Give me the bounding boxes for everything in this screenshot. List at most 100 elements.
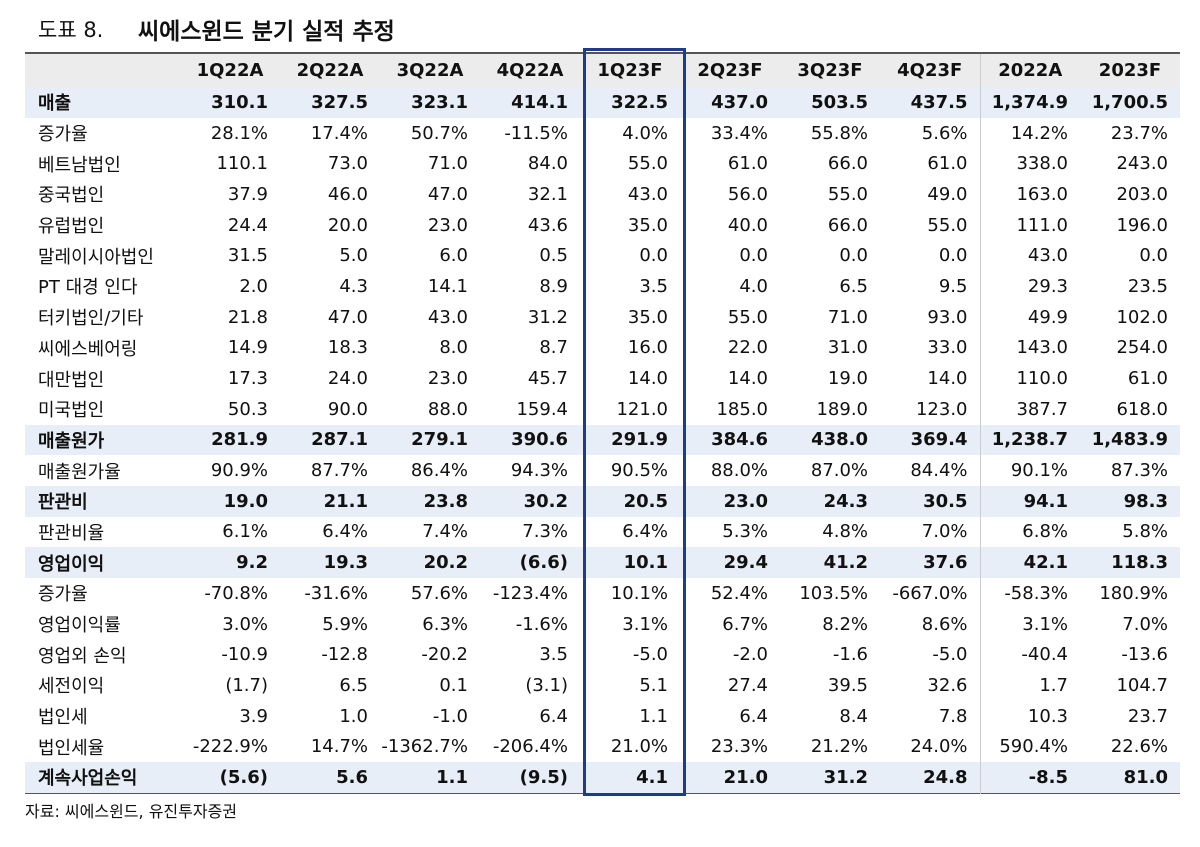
cell: 17.3 bbox=[227, 368, 268, 390]
table-row: 매출원가율 90.9% 87.7% 86.4% 94.3% 90.5% 88.0% 87.0%… bbox=[25, 455, 1180, 486]
cell: -5.0 bbox=[932, 644, 968, 666]
cell: 29.4 bbox=[680, 547, 780, 578]
cell: 14.2% bbox=[979, 117, 1080, 149]
cell: 35.0 bbox=[627, 214, 668, 236]
row-label: 법인세율 bbox=[38, 737, 105, 759]
cell: 1.7 bbox=[979, 670, 1080, 701]
cell: 4.8% bbox=[822, 521, 868, 543]
cell: -40.4 bbox=[979, 639, 1080, 671]
cell: 8.2% bbox=[822, 613, 868, 635]
cell: 93.0 bbox=[927, 306, 968, 328]
cell: 123.0 bbox=[915, 398, 968, 420]
row-label: 대만법인 bbox=[38, 369, 105, 391]
cell: 7.8 bbox=[938, 705, 968, 727]
cell: 49.0 bbox=[927, 183, 968, 205]
cell: 185.0 bbox=[716, 398, 768, 420]
cell: 8.9 bbox=[539, 275, 568, 297]
cell: 0.0 bbox=[839, 245, 868, 267]
row-label: 증가율 bbox=[38, 124, 88, 146]
cell: 6.5 bbox=[339, 674, 368, 696]
cell: 0.0 bbox=[1139, 245, 1168, 267]
cell: 33.0 bbox=[927, 337, 968, 359]
row-label: 매출원가 bbox=[25, 424, 180, 456]
summary-row: 영업이익 9.2 19.3 20.2 (6.6) 10.1 29.4 41.2 37.6 42.1… bbox=[25, 547, 1180, 578]
cell: -2.0 bbox=[732, 644, 768, 666]
cell: 24.0 bbox=[327, 368, 368, 390]
cell: 1,700.5 bbox=[1080, 87, 1180, 118]
table-row: 베트남법인 110.1 73.0 71.0 84.0 55.0 61.0 66.0 61.0 33… bbox=[25, 148, 1180, 180]
cell: 1,238.7 bbox=[979, 424, 1080, 456]
cell: 37.9 bbox=[227, 183, 268, 205]
cell: 14.1 bbox=[427, 275, 468, 297]
cell: -222.9% bbox=[192, 736, 268, 758]
table-row: 터키법인/기타 21.8 47.0 43.0 31.2 35.0 55.0 71.0 93.0 4… bbox=[25, 301, 1180, 333]
cell: 111.0 bbox=[979, 209, 1080, 241]
cell: 438.0 bbox=[780, 424, 880, 456]
cell: 5.9% bbox=[322, 613, 368, 635]
cell: 7.0% bbox=[1122, 613, 1168, 635]
figure-title: 씨에스윈드 분기 실적 추정 bbox=[138, 19, 395, 45]
cell: -12.8 bbox=[321, 644, 368, 666]
row-label: 말레이시아법인 bbox=[38, 246, 154, 268]
cell: 0.5 bbox=[539, 245, 568, 267]
row-label: 세전이익 bbox=[38, 676, 105, 698]
cell: 31.2 bbox=[780, 762, 880, 794]
cell: (1.7) bbox=[225, 674, 268, 696]
summary-row: 매출 310.1 327.5 323.1 414.1 322.5 437.0 503.5 437… bbox=[25, 87, 1180, 118]
table-row: 대만법인 17.3 24.0 23.0 45.7 14.0 14.0 19.0 14.0 110.… bbox=[25, 363, 1180, 394]
cell: 31.5 bbox=[227, 245, 268, 267]
row-label: 중국법인 bbox=[38, 185, 105, 207]
cell: 81.0 bbox=[1080, 762, 1180, 794]
cell: 281.9 bbox=[180, 424, 280, 456]
cell: -11.5% bbox=[504, 122, 568, 144]
cell: 50.3 bbox=[227, 398, 268, 420]
cell: 4.1 bbox=[580, 762, 680, 794]
cell: 9.2 bbox=[180, 547, 280, 578]
cell: 71.0 bbox=[827, 306, 868, 328]
cell: 4.0% bbox=[622, 122, 668, 144]
cell: 30.5 bbox=[880, 485, 980, 517]
cell: 24.0% bbox=[910, 736, 968, 758]
cell: 84.0 bbox=[527, 153, 568, 175]
figure-label: 도표 8. bbox=[38, 18, 104, 42]
cell: 55.0 bbox=[927, 214, 968, 236]
cell: 5.0 bbox=[339, 245, 368, 267]
row-label: 유럽법인 bbox=[38, 216, 105, 238]
cell: 369.4 bbox=[880, 424, 980, 456]
cell: 23.0 bbox=[427, 368, 468, 390]
cell: 3.0% bbox=[222, 613, 268, 635]
cell: 6.0 bbox=[439, 245, 468, 267]
cell: 21.0% bbox=[610, 736, 668, 758]
summary-row: 판관비 19.0 21.1 23.8 30.2 20.5 23.0 24.3 30.5 94.1 9… bbox=[25, 485, 1180, 517]
cell: -10.9 bbox=[221, 644, 268, 666]
cell: 23.0 bbox=[680, 485, 780, 517]
table-row: PT 대경 인다 2.0 4.3 14.1 8.9 3.5 4.0 6.5 9.5 29.3 23.… bbox=[25, 271, 1180, 302]
row-label: 미국법인 bbox=[38, 400, 105, 422]
cell: 88.0 bbox=[427, 398, 468, 420]
cell: 32.1 bbox=[527, 183, 568, 205]
cell: 46.0 bbox=[327, 183, 368, 205]
cell: 104.7 bbox=[1116, 674, 1168, 696]
row-label: 법인세 bbox=[38, 707, 88, 729]
cell: 6.4% bbox=[322, 521, 368, 543]
cell: 33.4% bbox=[710, 122, 768, 144]
header-row: 1Q22A 2Q22A 3Q22A 4Q22A 1Q23F 2Q23F 3Q23F 4Q23F… bbox=[25, 53, 1180, 87]
cell: 23.8 bbox=[380, 485, 480, 517]
column-header: 2Q22A bbox=[280, 53, 380, 87]
cell: 37.6 bbox=[880, 547, 980, 578]
table-row: 증가율 -70.8% -31.6% 57.6% -123.4% 10.1% 52.4% 103… bbox=[25, 578, 1180, 609]
cell: 6.7% bbox=[722, 613, 768, 635]
cell: 47.0 bbox=[327, 306, 368, 328]
row-label: 증가율 bbox=[38, 584, 88, 606]
cell: 23.7% bbox=[1110, 122, 1168, 144]
cell: (5.6) bbox=[180, 762, 280, 794]
cell: 20.2 bbox=[380, 547, 480, 578]
cell: 6.3% bbox=[422, 613, 468, 635]
cell: 87.7% bbox=[310, 460, 368, 482]
cell: (6.6) bbox=[480, 547, 580, 578]
cell: -70.8% bbox=[204, 582, 268, 604]
cell: 102.0 bbox=[1116, 306, 1168, 328]
row-label: 판관비 bbox=[25, 485, 180, 517]
row-label: 영업이익 bbox=[25, 547, 180, 578]
cell: -123.4% bbox=[492, 582, 568, 604]
